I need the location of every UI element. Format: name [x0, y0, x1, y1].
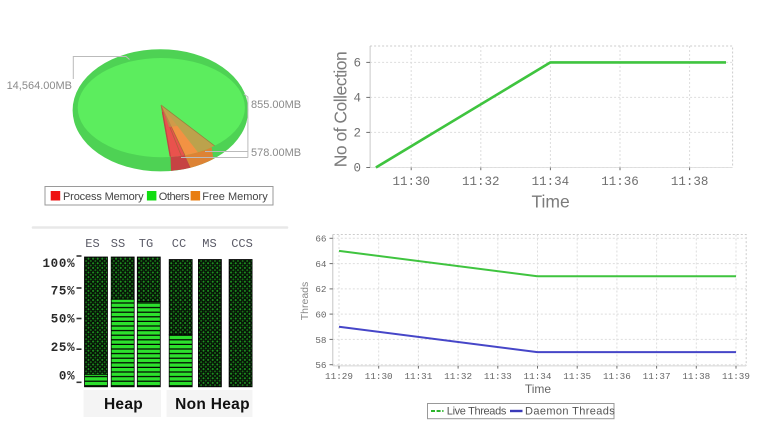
svg-text:11:37: 11:37 — [643, 371, 671, 382]
svg-text:14,564.00MB: 14,564.00MB — [7, 80, 72, 92]
svg-text:0: 0 — [353, 161, 361, 175]
svg-text:11:36: 11:36 — [601, 175, 639, 189]
svg-text:Time: Time — [531, 192, 569, 212]
svg-text:11:31: 11:31 — [404, 371, 432, 382]
svg-text:CCS: CCS — [231, 237, 253, 251]
svg-text:Live Threads: Live Threads — [447, 406, 507, 418]
svg-text:11:33: 11:33 — [484, 371, 512, 382]
svg-text:11:32: 11:32 — [444, 371, 472, 382]
svg-text:4: 4 — [353, 91, 361, 105]
svg-text:0%: 0% — [59, 370, 75, 384]
svg-text:855.00MB: 855.00MB — [251, 99, 301, 111]
svg-text:56: 56 — [315, 360, 326, 371]
svg-text:Non Heap: Non Heap — [175, 396, 250, 413]
svg-text:11:35: 11:35 — [563, 371, 591, 382]
svg-text:11:39: 11:39 — [722, 371, 750, 382]
svg-text:11:38: 11:38 — [671, 175, 709, 189]
svg-text:2: 2 — [353, 126, 361, 140]
svg-text:64: 64 — [315, 259, 327, 270]
svg-text:CC: CC — [172, 237, 186, 251]
svg-text:MS: MS — [202, 237, 216, 251]
svg-text:100%: 100% — [42, 257, 75, 271]
svg-text:11:30: 11:30 — [392, 175, 430, 189]
svg-text:11:29: 11:29 — [325, 371, 353, 382]
svg-text:Free Memory: Free Memory — [202, 191, 268, 203]
svg-text:TG: TG — [139, 237, 153, 251]
svg-text:Others: Others — [159, 191, 190, 203]
svg-text:Time: Time — [525, 382, 552, 396]
svg-text:11:36: 11:36 — [603, 371, 631, 382]
svg-text:50%: 50% — [51, 312, 76, 326]
svg-text:578.00MB: 578.00MB — [251, 147, 301, 159]
svg-text:Heap: Heap — [104, 396, 143, 413]
svg-text:11:34: 11:34 — [524, 371, 552, 382]
svg-text:No of Collection: No of Collection — [331, 52, 351, 168]
svg-text:62: 62 — [315, 284, 326, 295]
svg-text:25%: 25% — [51, 341, 76, 355]
svg-text:11:30: 11:30 — [365, 371, 393, 382]
svg-text:SS: SS — [111, 237, 125, 251]
svg-text:Daemon Threads: Daemon Threads — [525, 406, 615, 418]
svg-text:11:32: 11:32 — [462, 175, 500, 189]
svg-text:11:38: 11:38 — [682, 371, 710, 382]
svg-text:ES: ES — [85, 237, 99, 251]
svg-text:60: 60 — [315, 310, 326, 321]
svg-text:75%: 75% — [51, 285, 76, 299]
svg-text:11:34: 11:34 — [532, 175, 570, 189]
svg-text:6: 6 — [353, 56, 361, 70]
svg-text:58: 58 — [315, 335, 326, 346]
svg-text:Threads: Threads — [299, 282, 311, 321]
svg-text:Process Memory: Process Memory — [63, 191, 144, 203]
svg-text:66: 66 — [315, 234, 326, 245]
